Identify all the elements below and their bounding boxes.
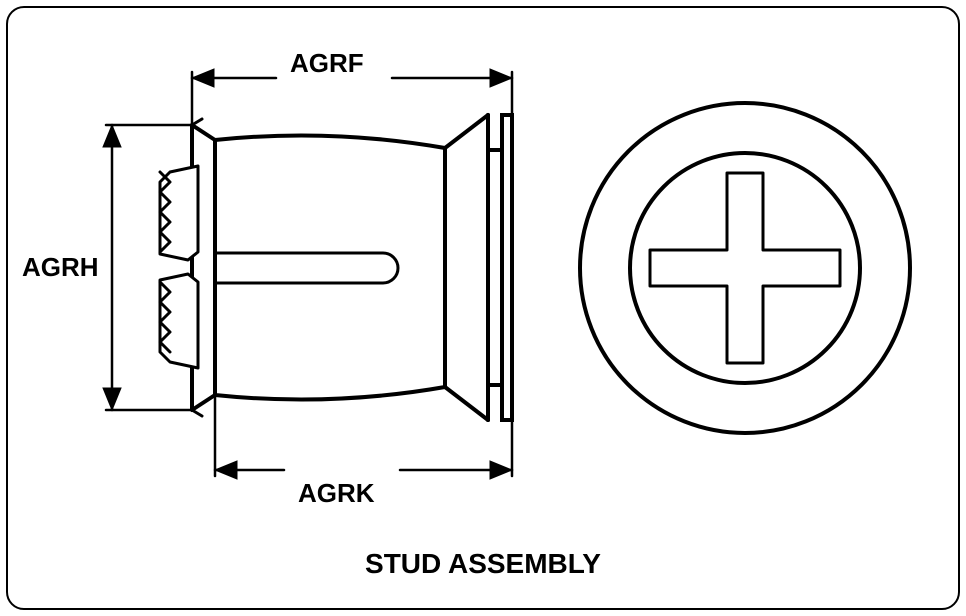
label-agrf: AGRF xyxy=(290,48,364,79)
label-agrh: AGRH xyxy=(22,252,99,283)
diagram-svg xyxy=(0,0,966,616)
label-agrk: AGRK xyxy=(298,478,375,509)
diagram-title: STUD ASSEMBLY xyxy=(0,548,966,580)
